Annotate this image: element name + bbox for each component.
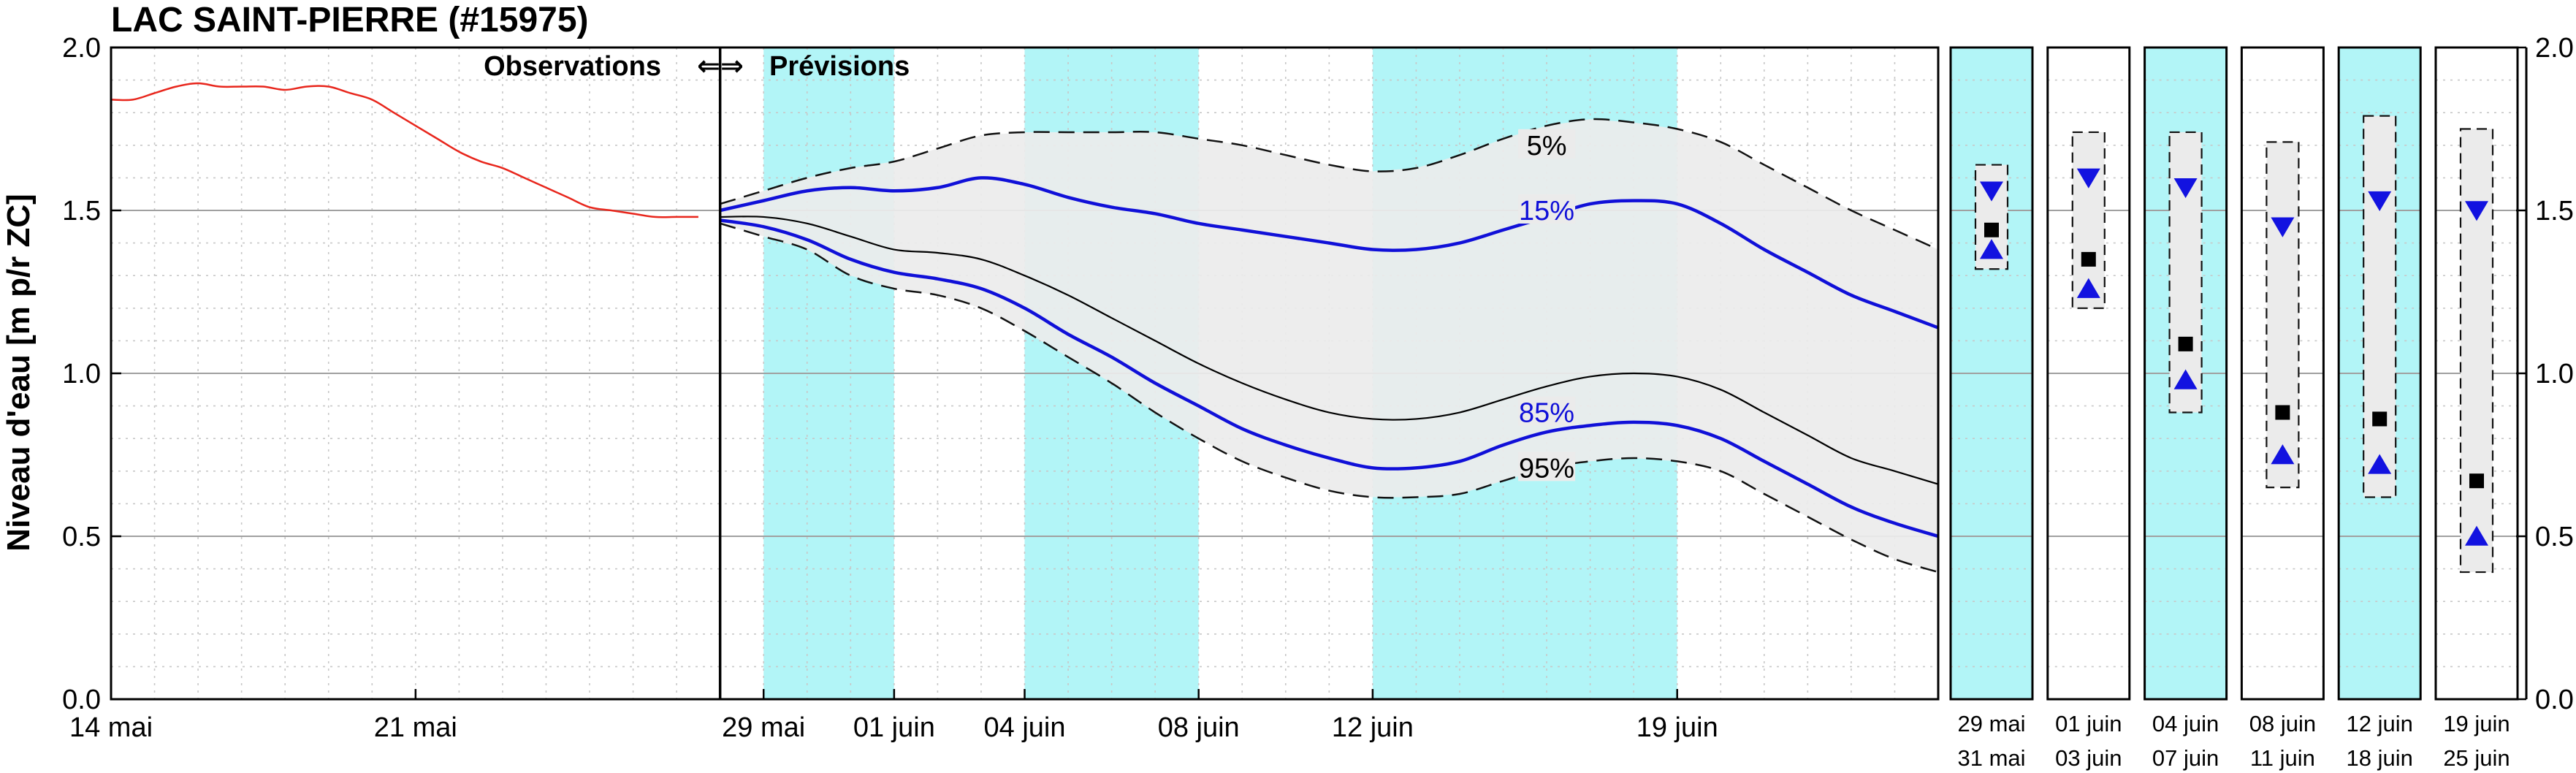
panel-end-date: 07 juin <box>2152 745 2219 771</box>
panel-median-marker <box>1984 222 1999 237</box>
panel-range-box <box>2459 128 2494 574</box>
weekly-summary-panels: 29 mai 31 mai 01 juin 03 juin 04 juin 07 juin… <box>1949 46 2519 771</box>
series-label-85pct: 85% <box>1519 398 1574 429</box>
panel-median-marker <box>2275 405 2290 420</box>
panel-median-marker <box>2372 411 2388 427</box>
weekly-panel-5: 12 juin 18 juin <box>2337 46 2422 771</box>
main-plot-area: 5% 15% 85% 95% 0.0 0.5 1.0 1.5 2.0 14 mai 21 mai 29… <box>62 33 1940 743</box>
weekly-panel-4: 08 juin 11 juin <box>2240 46 2325 771</box>
series-label-15pct: 15% <box>1519 196 1574 226</box>
label-bg <box>1518 194 1576 224</box>
series-line-median <box>720 216 1939 485</box>
x-tick-label: 08 juin <box>1158 712 1240 743</box>
series-line-85pct <box>720 218 1939 538</box>
panel-low-marker <box>2465 525 2488 546</box>
panel-high-marker <box>1980 181 2003 202</box>
x-tick-label: 21 mai <box>374 712 457 743</box>
panel-border <box>2240 46 2325 701</box>
panel-high-marker <box>2465 201 2488 221</box>
panel-border <box>2046 46 2131 701</box>
panel-high-marker <box>2076 168 2100 189</box>
series-line-5pct <box>720 118 1939 251</box>
panel-median-marker <box>2178 336 2193 351</box>
y-tick-label: 2.0 <box>62 33 101 64</box>
y-tick-label: 0.0 <box>62 685 101 715</box>
y-tick-label: 1.0 <box>62 359 101 389</box>
panel-high-marker <box>2368 191 2392 212</box>
right-y-axis: 0.0 0.5 1.0 1.5 2.0 <box>2516 33 2574 715</box>
panel-range-box <box>2266 141 2300 489</box>
panel-high-marker <box>2271 217 2295 237</box>
panel-median-marker <box>2081 251 2096 267</box>
panel-high-marker <box>2173 178 2198 199</box>
right-y-tick-label: 1.0 <box>2535 359 2574 389</box>
panel-end-date: 25 juin <box>2443 745 2510 771</box>
x-tick-label: 04 juin <box>984 712 1066 743</box>
x-tick-label: 29 mai <box>722 712 805 743</box>
panel-median-marker <box>2469 473 2484 489</box>
panel-end-date: 18 juin <box>2347 745 2413 771</box>
panel-low-marker <box>2173 369 2198 389</box>
right-y-tick-label: 1.5 <box>2535 196 2574 226</box>
panel-low-marker <box>2076 278 2100 298</box>
transition-arrows: ⇐⇒ <box>697 51 744 82</box>
panel-low-marker <box>1980 239 2003 259</box>
panel-start-date: 19 juin <box>2443 711 2510 736</box>
quantile-band <box>720 119 1938 573</box>
panel-end-date: 11 juin <box>2250 745 2315 771</box>
panel-end-date: 03 juin <box>2055 745 2122 771</box>
x-tick-label: 12 juin <box>1332 712 1414 743</box>
panel-start-date: 29 mai <box>1957 711 2025 736</box>
y-tick-label: 0.5 <box>62 522 101 552</box>
observed-series-line <box>110 82 698 218</box>
previsions-label: Prévisions <box>769 51 910 82</box>
panel-end-date: 31 mai <box>1957 745 2025 771</box>
series-line-95pct <box>720 222 1939 574</box>
weekly-panel-2: 01 juin 03 juin <box>2046 46 2131 771</box>
panel-border <box>2337 46 2422 701</box>
panel-start-date: 04 juin <box>2152 711 2219 736</box>
right-y-tick-label: 0.0 <box>2535 685 2574 715</box>
chart-title: LAC SAINT-PIERRE (#15975) <box>111 1 589 39</box>
series-line-15pct <box>720 176 1939 330</box>
panel-start-date: 01 juin <box>2055 711 2122 736</box>
panel-border <box>2144 46 2228 701</box>
weekly-panel-3: 04 juin 07 juin <box>2144 46 2228 771</box>
series-label-5pct: 5% <box>1527 131 1567 161</box>
x-tick-label: 14 mai <box>69 712 153 743</box>
right-y-tick-label: 2.0 <box>2535 33 2574 64</box>
label-bg <box>1518 452 1576 481</box>
y-axis-label: Niveau d'eau [m p/r ZC] <box>1 194 37 552</box>
panel-start-date: 12 juin <box>2347 711 2413 736</box>
weekly-panel-6: 19 juin 25 juin <box>2434 46 2519 771</box>
y-tick-label: 1.5 <box>62 196 101 226</box>
x-tick-label: 01 juin <box>853 712 935 743</box>
label-bg <box>1518 129 1576 159</box>
panel-range-box <box>2363 115 2397 498</box>
label-bg <box>1518 396 1576 426</box>
series-label-95pct: 95% <box>1519 453 1574 484</box>
panel-low-marker <box>2271 444 2295 465</box>
right-y-tick-label: 0.5 <box>2535 522 2574 552</box>
panel-low-marker <box>2368 454 2392 474</box>
observations-label: Observations <box>484 51 661 82</box>
panel-border <box>1949 46 2034 701</box>
x-tick-label: 19 juin <box>1636 712 1718 743</box>
panel-start-date: 08 juin <box>2249 711 2316 736</box>
weekly-panel-1: 29 mai 31 mai <box>1949 46 2034 771</box>
